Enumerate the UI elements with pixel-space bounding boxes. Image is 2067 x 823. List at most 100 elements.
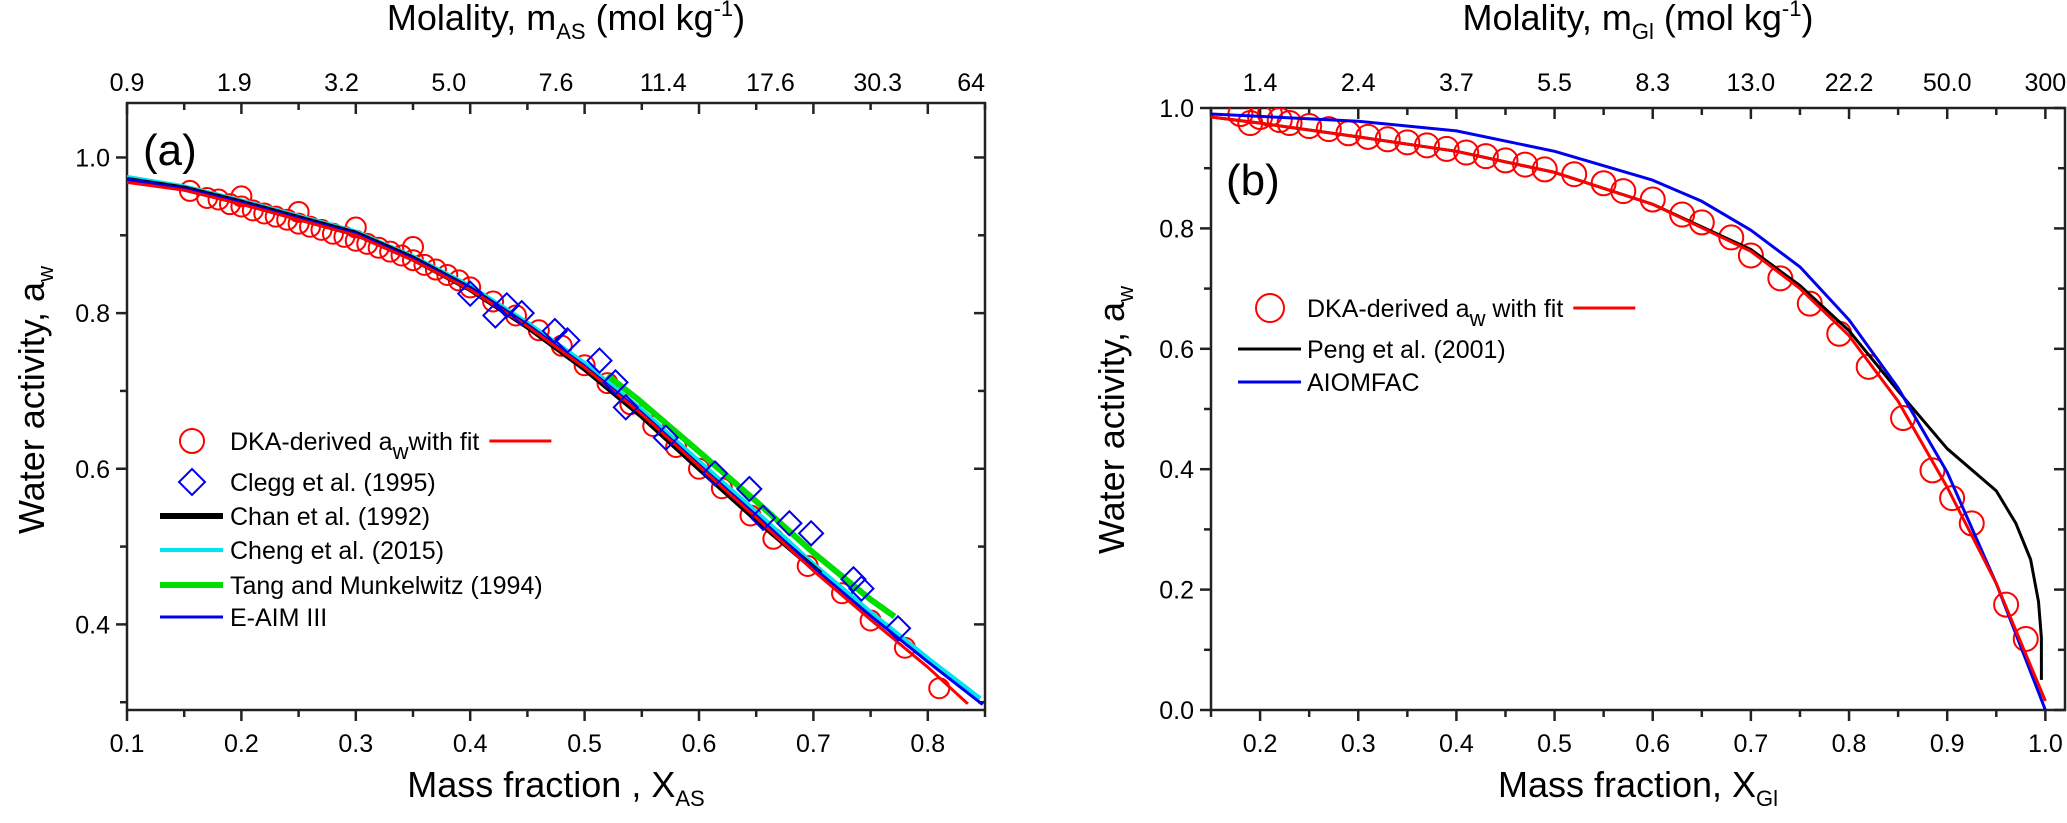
legend-item: Peng et al. (2001) (1238, 336, 1506, 364)
legend-item: Clegg et al. (1995) (177, 467, 436, 497)
legend: DKA-derived aw with fit Peng et al. (2001… (1238, 293, 1636, 397)
plot-area (1211, 108, 2047, 710)
x-tick-label: 0.4 (453, 730, 488, 758)
plot-area (127, 174, 984, 706)
top-axis-title-superscript: -1 (714, 0, 734, 21)
legend-label-post: with fit (407, 428, 479, 456)
data-point-dka-derived-a-w-with-fit (573, 354, 596, 377)
y-tick-label: 0.6 (1159, 336, 1194, 364)
legend-label-post: with fit (1485, 295, 1563, 323)
top-tick-label: 300 (2025, 69, 2067, 97)
data-point-clegg-et-al-1995 (652, 424, 680, 452)
top-tick-label: 2.4 (1341, 69, 1376, 97)
data-point-dka-derived-a-w-with-fit (1531, 156, 1558, 183)
legend-item: Chan et al. (1992) (160, 503, 430, 531)
top-axis-title-superscript: -1 (1782, 0, 1802, 21)
x-tick-label: 0.6 (1635, 730, 1670, 758)
legend-label-subscript: w (392, 439, 409, 464)
legend-label-subscript: w (1469, 306, 1486, 331)
data-point-dka-derived-a-w-with-fit (482, 290, 505, 313)
x-axis-title: Mass fraction , XAS (407, 764, 704, 811)
data-point-clegg-et-al-1995 (884, 614, 912, 642)
legend-item: Cheng et al. (2015) (160, 537, 444, 565)
data-point-clegg-et-al-1995 (612, 393, 640, 421)
data-point-clegg-et-al-1995 (456, 280, 484, 308)
y-axis-title-main: Water activity, a (11, 281, 52, 534)
top-tick-label: 11.4 (640, 69, 687, 97)
legend-item: DKA-derived aw with fit (1255, 293, 1636, 331)
top-tick-label: 8.3 (1635, 69, 1670, 97)
data-point-clegg-et-al-1995 (602, 368, 629, 396)
top-tick-label: 50.0 (1923, 69, 1972, 97)
data-point-dka-derived-a-w-with-fit (1958, 510, 1985, 537)
legend-label: Chan et al. (1992) (230, 503, 430, 531)
legend-label: Clegg et al. (1995) (230, 469, 436, 497)
y-axis-title-subscript: w (33, 266, 58, 283)
y-axis-title-subscript: w (1113, 286, 1138, 303)
y-tick-label: 1.0 (75, 144, 110, 172)
panel-label: (a) (143, 126, 197, 175)
top-axis-title: Molality, mAS (mol kg-1) (387, 0, 745, 44)
data-point-dka-derived-a-w-with-fit (1453, 139, 1480, 166)
x-tick-label: 0.8 (1832, 730, 1867, 758)
data-point-dka-derived-a-w-with-fit (459, 276, 482, 299)
legend-label: E-AIM III (230, 604, 327, 632)
top-axis-title-unit-close: ) (733, 0, 745, 38)
legend-label: AIOMFAC (1307, 369, 1420, 397)
x-tick-label: 0.2 (224, 730, 259, 758)
data-point-dka-derived-a-w-with-fit (1737, 242, 1764, 269)
x-axis-title-subscript: Gl (1756, 786, 1778, 811)
data-point-clegg-et-al-1995 (481, 302, 509, 329)
data-point-clegg-et-al-1995 (797, 519, 825, 547)
top-tick-label: 17.6 (746, 69, 795, 97)
x-tick-label: 0.5 (567, 730, 602, 758)
legend-circle-marker (1255, 293, 1285, 323)
y-tick-label: 0.4 (75, 611, 110, 639)
top-tick-label: 64 (957, 69, 985, 97)
x-tick-label: 0.1 (110, 730, 145, 758)
x-tick-label: 0.7 (1734, 730, 1769, 758)
data-point-clegg-et-al-1995 (554, 326, 581, 354)
x-tick-label: 1.0 (2028, 730, 2063, 758)
data-point-dka-derived-a-w-with-fit (436, 263, 459, 286)
x-tick-label: 0.7 (796, 730, 831, 758)
data-point-clegg-et-al-1995 (493, 291, 521, 319)
series-line-aiomfac (1211, 112, 2047, 710)
top-tick-label: 1.4 (1243, 69, 1278, 97)
legend-item: AIOMFAC (1238, 369, 1420, 397)
data-point-dka-derived-a-w-with-fit (1993, 591, 2020, 618)
y-tick-label: 0.4 (1159, 456, 1194, 484)
top-tick-label: 7.6 (539, 69, 574, 97)
legend-label-main: DKA-derived a (1307, 295, 1470, 323)
y-tick-label: 0.0 (1159, 697, 1194, 725)
top-tick-label: 13.0 (1727, 69, 1776, 97)
legend-item: Tang and Munkelwitz (1994) (160, 572, 543, 600)
legend-label: DKA-derived aw with fit (1307, 295, 1563, 331)
top-axis-title-unit: (mol kg (586, 0, 714, 38)
data-point-clegg-et-al-1995 (508, 299, 536, 327)
x-tick-label: 0.2 (1243, 730, 1278, 758)
top-axis-title: Molality, mGl (mol kg-1) (1463, 0, 1814, 44)
top-axis-title-unit-close: ) (1801, 0, 1813, 38)
series-line-tang-and-munkelwitz-1994 (605, 373, 897, 620)
data-point-dka-derived-a-w-with-fit (1266, 108, 1293, 134)
y-tick-label: 0.8 (75, 300, 110, 328)
data-point-dka-derived-a-w-with-fit (1669, 201, 1696, 228)
data-point-clegg-et-al-1995 (749, 504, 777, 532)
top-tick-label: 0.9 (110, 69, 145, 97)
x-axis-title-main: Mass fraction, X (1498, 764, 1756, 805)
y-axis-title: Water activity, aw (11, 266, 58, 534)
x-tick-label: 0.8 (910, 730, 945, 758)
x-axis-title-main: Mass fraction , X (407, 764, 675, 805)
x-tick-label: 0.5 (1537, 730, 1572, 758)
legend-label: Tang and Munkelwitz (1994) (230, 572, 543, 600)
top-axis-title-main: Molality, m (1463, 0, 1632, 38)
series-line-dka-derived-a-w-with-fit (1211, 115, 2047, 702)
data-point-clegg-et-al-1995 (735, 475, 763, 503)
data-point-clegg-et-al-1995 (541, 317, 569, 345)
data-point-clegg-et-al-1995 (701, 460, 729, 487)
data-point-dka-derived-a-w-with-fit (1315, 116, 1342, 143)
data-point-clegg-et-al-1995 (586, 347, 613, 375)
legend-circle-marker (179, 428, 205, 454)
